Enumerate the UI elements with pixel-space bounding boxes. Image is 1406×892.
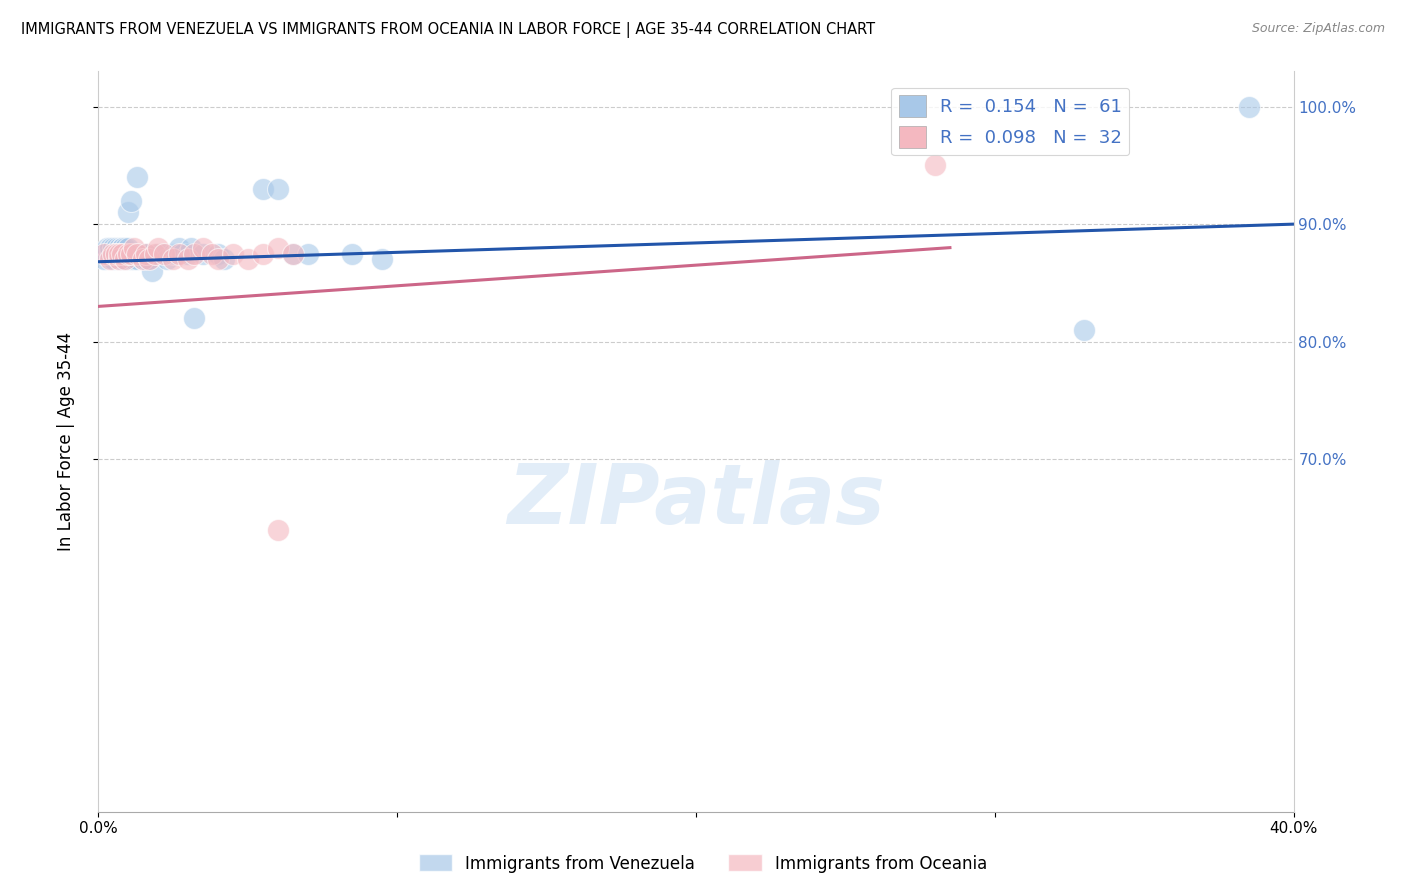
Point	[153, 246, 176, 260]
Point	[252, 182, 274, 196]
Point	[281, 246, 304, 260]
Point	[180, 241, 202, 255]
Point	[111, 246, 134, 260]
Y-axis label: In Labor Force | Age 35-44: In Labor Force | Age 35-44	[56, 332, 75, 551]
Point	[165, 246, 187, 260]
Point	[103, 241, 125, 255]
Point	[111, 241, 134, 255]
Point	[207, 246, 229, 260]
Point	[124, 252, 146, 267]
Point	[138, 252, 160, 267]
Point	[924, 158, 946, 172]
Point	[117, 246, 139, 260]
Point	[212, 252, 235, 267]
Point	[124, 241, 146, 255]
Point	[127, 252, 149, 267]
Point	[103, 252, 125, 267]
Point	[167, 246, 190, 260]
Point	[267, 241, 290, 255]
Point	[127, 246, 149, 260]
Point	[132, 252, 155, 267]
Point	[207, 252, 229, 267]
Point	[138, 252, 160, 267]
Point	[267, 182, 290, 196]
Point	[153, 246, 176, 260]
Point	[148, 246, 170, 260]
Text: Source: ZipAtlas.com: Source: ZipAtlas.com	[1251, 22, 1385, 36]
Point	[108, 241, 131, 255]
Point	[135, 246, 157, 260]
Point	[127, 170, 149, 185]
Point	[93, 246, 115, 260]
Point	[105, 241, 128, 255]
Text: IMMIGRANTS FROM VENEZUELA VS IMMIGRANTS FROM OCEANIA IN LABOR FORCE | AGE 35-44 : IMMIGRANTS FROM VENEZUELA VS IMMIGRANTS …	[21, 22, 875, 38]
Text: ZIPatlas: ZIPatlas	[508, 460, 884, 541]
Point	[252, 246, 274, 260]
Point	[98, 241, 122, 255]
Point	[183, 311, 205, 326]
Point	[120, 252, 142, 267]
Point	[103, 246, 125, 260]
Point	[114, 252, 136, 267]
Point	[172, 246, 194, 260]
Point	[114, 246, 136, 260]
Point	[108, 252, 131, 267]
Point	[108, 246, 131, 260]
Point	[281, 246, 304, 260]
Point	[135, 252, 157, 267]
Point	[191, 241, 214, 255]
Point	[141, 264, 163, 278]
Point	[111, 252, 134, 267]
Point	[105, 246, 128, 260]
Point	[111, 241, 134, 255]
Point	[267, 523, 290, 537]
Point	[117, 246, 139, 260]
Point	[135, 246, 157, 260]
Point	[129, 246, 152, 260]
Point	[103, 246, 125, 260]
Point	[90, 246, 112, 260]
Point	[98, 252, 122, 267]
Point	[124, 246, 146, 260]
Point	[297, 246, 319, 260]
Point	[111, 246, 134, 260]
Legend: Immigrants from Venezuela, Immigrants from Oceania: Immigrants from Venezuela, Immigrants fr…	[412, 847, 994, 880]
Point	[120, 194, 142, 208]
Legend: R =  0.154   N =  61, R =  0.098   N =  32: R = 0.154 N = 61, R = 0.098 N = 32	[891, 87, 1129, 155]
Point	[191, 246, 214, 260]
Point	[93, 252, 115, 267]
Point	[143, 246, 166, 260]
Point	[98, 246, 122, 260]
Point	[236, 252, 259, 267]
Point	[114, 241, 136, 255]
Point	[156, 252, 179, 267]
Point	[371, 252, 394, 267]
Point	[117, 241, 139, 255]
Point	[108, 252, 131, 267]
Point	[117, 205, 139, 219]
Point	[132, 252, 155, 267]
Point	[162, 252, 184, 267]
Point	[342, 246, 364, 260]
Point	[177, 246, 200, 260]
Point	[114, 252, 136, 267]
Point	[201, 246, 224, 260]
Point	[105, 246, 128, 260]
Point	[108, 246, 131, 260]
Point	[108, 246, 131, 260]
Point	[162, 246, 184, 260]
Point	[96, 246, 118, 260]
Point	[148, 241, 170, 255]
Point	[177, 252, 200, 267]
Point	[96, 241, 118, 255]
Point	[132, 246, 155, 260]
Point	[120, 246, 142, 260]
Point	[105, 246, 128, 260]
Point	[183, 246, 205, 260]
Point	[1237, 100, 1260, 114]
Point	[167, 241, 190, 255]
Point	[222, 246, 245, 260]
Point	[111, 246, 134, 260]
Point	[1073, 323, 1095, 337]
